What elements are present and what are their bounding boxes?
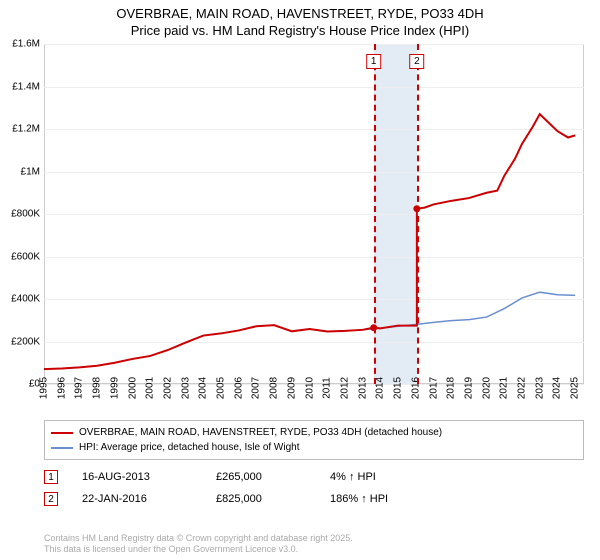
xtick-label: 1998: [92, 377, 103, 399]
xtick-label: 2001: [145, 377, 156, 399]
event-date: 16-AUG-2013: [82, 471, 192, 483]
xtick-label: 2000: [127, 377, 138, 399]
ytick-label: £1M: [21, 166, 40, 177]
event-price: £265,000: [216, 471, 306, 483]
event-index: 2: [48, 494, 54, 505]
xtick-label: 2023: [534, 377, 545, 399]
xtick-label: 1995: [39, 377, 50, 399]
legend-swatch-price: [51, 432, 73, 434]
event-index-box: 1: [44, 470, 58, 484]
event-vline: [417, 44, 419, 384]
legend-row-price: OVERBRAE, MAIN ROAD, HAVENSTREET, RYDE, …: [51, 425, 577, 440]
legend-swatch-hpi: [51, 447, 73, 449]
series-line-price_paid: [44, 114, 575, 369]
xtick-label: 2014: [375, 377, 386, 399]
event-index: 1: [48, 472, 54, 483]
xtick-label: 2009: [286, 377, 297, 399]
footer-line-2: This data is licensed under the Open Gov…: [44, 544, 584, 556]
footer: Contains HM Land Registry data © Crown c…: [44, 533, 584, 556]
event-index-box: 2: [44, 492, 58, 506]
legend-label-hpi: HPI: Average price, detached house, Isle…: [79, 440, 300, 455]
event-row: 1 16-AUG-2013 £265,000 4% ↑ HPI: [44, 466, 584, 488]
xtick-label: 2007: [251, 377, 262, 399]
xtick-label: 2013: [357, 377, 368, 399]
xtick-label: 2002: [162, 377, 173, 399]
xtick-label: 2005: [216, 377, 227, 399]
xtick-label: 2004: [198, 377, 209, 399]
xtick-label: 1996: [56, 377, 67, 399]
xtick-label: 1997: [74, 377, 85, 399]
event-date: 22-JAN-2016: [82, 493, 192, 505]
xtick-label: 2022: [517, 377, 528, 399]
ytick-label: £800K: [11, 209, 40, 220]
event-row: 2 22-JAN-2016 £825,000 186% ↑ HPI: [44, 488, 584, 510]
event-change: 186% ↑ HPI: [330, 493, 440, 505]
xtick-label: 2008: [269, 377, 280, 399]
xtick-label: 2021: [499, 377, 510, 399]
ytick-label: £400K: [11, 294, 40, 305]
xtick-label: 1999: [109, 377, 120, 399]
chart-svg: [44, 44, 584, 384]
ytick-label: £1.4M: [12, 81, 40, 92]
legend-row-hpi: HPI: Average price, detached house, Isle…: [51, 440, 577, 455]
xtick-label: 2017: [428, 377, 439, 399]
xtick-label: 2020: [481, 377, 492, 399]
xtick-label: 2019: [463, 377, 474, 399]
ytick-label: £1.6M: [12, 39, 40, 50]
event-marker-label: 2: [409, 54, 425, 69]
xtick-label: 2016: [410, 377, 421, 399]
title-block: OVERBRAE, MAIN ROAD, HAVENSTREET, RYDE, …: [0, 0, 600, 40]
event-vline: [374, 44, 376, 384]
footer-line-1: Contains HM Land Registry data © Crown c…: [44, 533, 584, 545]
events-table: 1 16-AUG-2013 £265,000 4% ↑ HPI 2 22-JAN…: [44, 466, 584, 510]
xtick-label: 2003: [180, 377, 191, 399]
ytick-label: £600K: [11, 251, 40, 262]
xtick-label: 2024: [552, 377, 563, 399]
chart-area: £0£200K£400K£600K£800K£1M£1.2M£1.4M£1.6M…: [44, 44, 584, 384]
legend-label-price: OVERBRAE, MAIN ROAD, HAVENSTREET, RYDE, …: [79, 425, 442, 440]
xtick-label: 2025: [570, 377, 581, 399]
event-price: £825,000: [216, 493, 306, 505]
xtick-label: 2012: [339, 377, 350, 399]
ytick-label: £1.2M: [12, 124, 40, 135]
title-line-1: OVERBRAE, MAIN ROAD, HAVENSTREET, RYDE, …: [0, 6, 600, 23]
event-marker-label: 1: [366, 54, 382, 69]
legend: OVERBRAE, MAIN ROAD, HAVENSTREET, RYDE, …: [44, 420, 584, 460]
xtick-label: 2018: [446, 377, 457, 399]
series-line-hpi: [44, 292, 575, 369]
xtick-label: 2010: [304, 377, 315, 399]
xtick-label: 2015: [393, 377, 404, 399]
xtick-label: 2006: [233, 377, 244, 399]
event-change: 4% ↑ HPI: [330, 471, 440, 483]
chart-container: OVERBRAE, MAIN ROAD, HAVENSTREET, RYDE, …: [0, 0, 600, 560]
xtick-label: 2011: [322, 377, 333, 399]
ytick-label: £200K: [11, 336, 40, 347]
title-line-2: Price paid vs. HM Land Registry's House …: [0, 23, 600, 40]
